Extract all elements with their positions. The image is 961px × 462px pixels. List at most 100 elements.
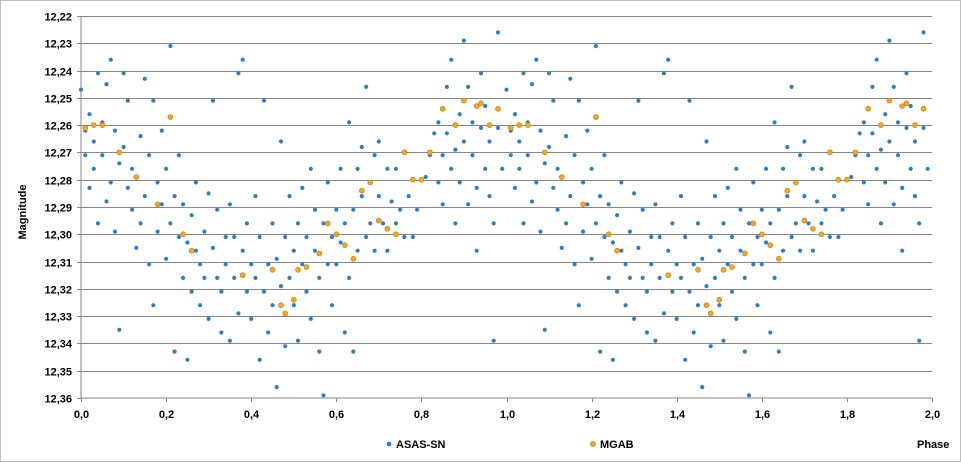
asas-sn-point bbox=[874, 57, 879, 62]
mgab-point bbox=[478, 100, 484, 107]
y-tick-label: 12,34 bbox=[44, 339, 72, 351]
asas-sn-point bbox=[193, 248, 198, 253]
asas-sn-point bbox=[283, 234, 288, 240]
asas-sn-point bbox=[810, 166, 816, 171]
asas-sn-point bbox=[691, 262, 696, 267]
asas-sn-point bbox=[78, 87, 84, 92]
asas-sn-point bbox=[189, 289, 194, 294]
asas-sn-point bbox=[495, 30, 501, 35]
asas-sn-point bbox=[232, 275, 237, 280]
asas-sn-point bbox=[657, 275, 662, 280]
asas-sn-point bbox=[755, 303, 760, 308]
asas-sn-point bbox=[317, 275, 322, 280]
asas-sn-point bbox=[840, 207, 845, 212]
mgab-point bbox=[452, 122, 459, 128]
asas-sn-point bbox=[627, 275, 633, 280]
mgab-point bbox=[750, 220, 757, 227]
asas-sn-point bbox=[504, 87, 509, 92]
asas-sn-point bbox=[249, 316, 254, 321]
asas-sn-point bbox=[176, 234, 181, 240]
asas-sn-point bbox=[295, 338, 301, 343]
asas-sn-point bbox=[406, 194, 411, 199]
mgab-point bbox=[878, 122, 884, 128]
asas-sn-point bbox=[198, 262, 203, 267]
mgab-point bbox=[593, 114, 599, 120]
asas-sn-point bbox=[300, 185, 305, 190]
asas-sn-point bbox=[708, 234, 713, 240]
mgab-point bbox=[716, 296, 723, 303]
x-tick-label: 1,8 bbox=[840, 409, 855, 421]
asas-sn-point bbox=[359, 194, 364, 199]
asas-sn-point bbox=[308, 166, 313, 171]
asas-sn-point bbox=[172, 194, 177, 199]
mgab-point bbox=[741, 250, 748, 257]
x-tick-label: 1,4 bbox=[670, 409, 686, 421]
asas-sn-point bbox=[91, 166, 96, 171]
asas-sn-point bbox=[687, 289, 692, 294]
asas-sn-point bbox=[270, 221, 275, 226]
asas-sn-point bbox=[338, 166, 343, 171]
y-tick-label: 12,35 bbox=[44, 367, 72, 379]
asas-sn-point bbox=[342, 330, 347, 335]
mgab-point bbox=[720, 266, 727, 273]
asas-sn-point bbox=[440, 202, 445, 207]
asas-sn-point bbox=[666, 57, 671, 62]
asas-sn-point bbox=[925, 166, 930, 171]
asas-sn-point bbox=[193, 180, 198, 185]
asas-sn-point bbox=[227, 338, 232, 343]
asas-sn-point bbox=[908, 166, 913, 171]
mgab-point bbox=[239, 272, 246, 279]
asas-sn-point bbox=[312, 248, 318, 253]
mgab-point bbox=[818, 231, 825, 238]
asas-sn-point bbox=[619, 180, 624, 185]
asas-sn-point bbox=[836, 234, 841, 240]
mgab-point bbox=[614, 247, 620, 254]
asas-sn-point bbox=[555, 207, 560, 212]
asas-sn-point bbox=[525, 153, 530, 158]
asas-sn-point bbox=[832, 194, 837, 199]
asas-sn-point bbox=[670, 221, 675, 226]
asas-sn-point bbox=[768, 221, 773, 226]
asas-sn-point bbox=[142, 194, 147, 199]
asas-sn-point bbox=[181, 275, 186, 280]
asas-sn-point bbox=[572, 153, 577, 158]
asas-sn-point bbox=[789, 84, 794, 89]
asas-sn-point bbox=[372, 248, 377, 253]
asas-sn-point bbox=[644, 330, 650, 335]
asas-sn-point bbox=[151, 303, 156, 308]
asas-sn-point bbox=[695, 303, 701, 308]
asas-sn-point bbox=[755, 234, 760, 240]
y-tick-label: 12,31 bbox=[44, 258, 72, 270]
mgab-point bbox=[303, 264, 310, 270]
mgab-point bbox=[133, 174, 140, 180]
asas-sn-point bbox=[457, 180, 462, 185]
asas-sn-point bbox=[147, 262, 152, 267]
asas-sn-point bbox=[623, 303, 628, 308]
asas-sn-point bbox=[351, 207, 356, 212]
mgab-point bbox=[99, 122, 106, 128]
asas-sn-point bbox=[538, 229, 543, 234]
asas-sn-point bbox=[534, 180, 539, 185]
asas-sn-point bbox=[112, 128, 118, 133]
asas-sn-point bbox=[746, 393, 752, 398]
asas-sn-point bbox=[785, 194, 790, 199]
asas-sn-point bbox=[257, 357, 262, 362]
x-axis-title: Phase bbox=[917, 439, 949, 451]
asas-sn-point bbox=[564, 134, 569, 139]
asas-sn-point bbox=[444, 84, 449, 89]
asas-sn-point bbox=[410, 234, 415, 240]
asas-sn-point bbox=[623, 262, 628, 267]
asas-sn-point bbox=[364, 84, 369, 89]
asas-sn-point bbox=[474, 248, 479, 253]
asas-sn-point bbox=[917, 338, 922, 343]
asas-sn-point bbox=[206, 316, 211, 321]
asas-sn-point bbox=[453, 221, 458, 226]
asas-sn-point bbox=[819, 166, 824, 171]
asas-sn-point bbox=[385, 248, 390, 253]
asas-sn-point bbox=[461, 38, 466, 43]
asas-sn-point bbox=[244, 221, 249, 226]
asas-sn-point bbox=[283, 344, 288, 349]
asas-sn-point bbox=[87, 185, 92, 190]
mgab-point bbox=[486, 122, 493, 128]
asas-sn-point bbox=[529, 199, 535, 204]
